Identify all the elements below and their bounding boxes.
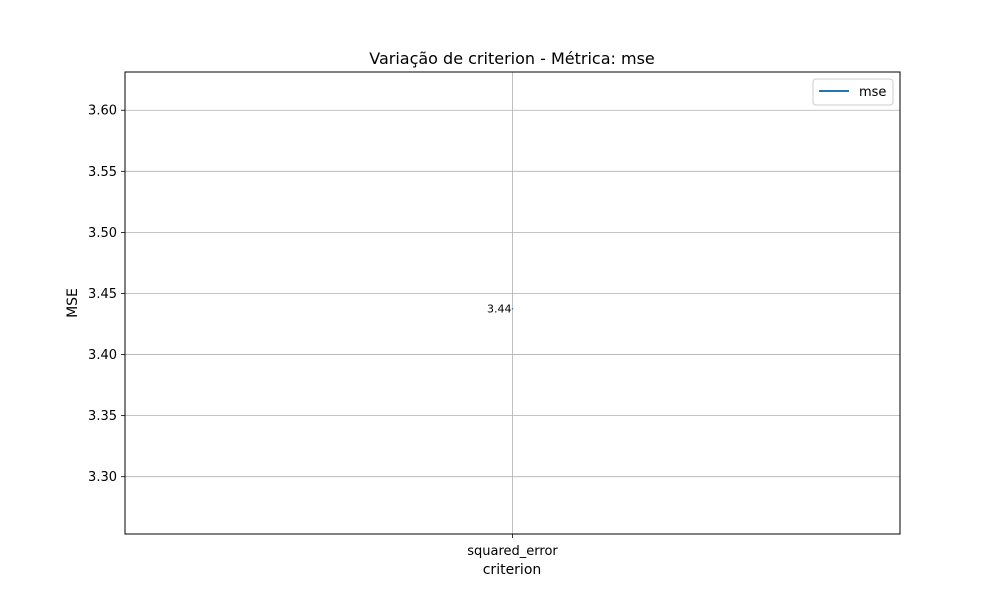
legend: mse [812, 78, 894, 106]
chart-title: Variação de criterion - Métrica: mse [369, 49, 655, 68]
y-tick-label: 3.55 [88, 165, 117, 180]
y-axis-label: MSE [65, 288, 81, 318]
data-label: 3.44 [487, 303, 512, 316]
y-tick-label: 3.45 [88, 287, 117, 302]
y-tick-label: 3.30 [88, 470, 117, 485]
legend-label: mse [859, 85, 886, 100]
data-marks: 3.44 [487, 303, 514, 316]
y-tick-label: 3.60 [88, 104, 117, 119]
y-tick-label: 3.40 [88, 348, 117, 363]
y-axis: 3.30 3.35 3.40 3.45 3.50 3.55 3.60 [88, 104, 125, 485]
legend-box [812, 78, 894, 106]
x-axis: squared_error [467, 534, 558, 559]
y-tick-label: 3.35 [88, 409, 117, 424]
gridlines [125, 72, 900, 534]
y-tick-label: 3.50 [88, 226, 117, 241]
x-axis-label: criterion [483, 562, 542, 578]
x-tick-label: squared_error [467, 544, 558, 559]
data-point [511, 307, 514, 310]
